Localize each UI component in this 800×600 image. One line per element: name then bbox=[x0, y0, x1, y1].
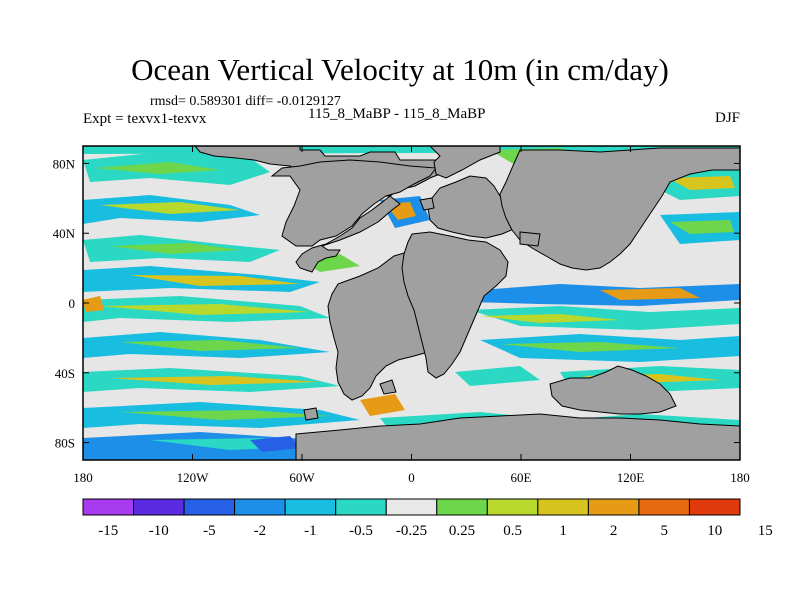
longitude-labels: 180 120W 60W 0 60E 120E 180 bbox=[73, 470, 750, 485]
colorbar-swatch bbox=[133, 498, 185, 516]
colorbar bbox=[82, 498, 741, 516]
colorbar-label: -0.25 bbox=[396, 523, 427, 539]
stats-text: rmsd= 0.589301 diff= -0.0129127 bbox=[150, 94, 341, 109]
lon-tick-label: 120E bbox=[617, 470, 645, 485]
latitude-labels: 80N 40N 0 40S 80S bbox=[53, 156, 76, 450]
colorbar-label: -1 bbox=[304, 523, 317, 539]
runs-label: 115_8_MaBP - 115_8_MaBP bbox=[308, 106, 486, 122]
lat-tick-label: 0 bbox=[69, 296, 76, 311]
experiment-label: Expt = texvx1-texvx bbox=[83, 111, 207, 127]
lat-tick-label: 80S bbox=[55, 436, 75, 451]
colorbar-swatch bbox=[82, 498, 135, 516]
colorbar-swatch bbox=[436, 498, 488, 516]
colorbar-swatch bbox=[335, 498, 387, 516]
colorbar-label: -2 bbox=[254, 523, 267, 539]
colorbar-label: -10 bbox=[149, 523, 169, 539]
season-label: DJF bbox=[714, 110, 740, 126]
colorbar-swatch bbox=[587, 498, 640, 516]
colorbar-label: -15 bbox=[98, 523, 118, 539]
colorbar-swatch bbox=[183, 498, 236, 516]
lat-tick-label: 40S bbox=[55, 366, 75, 381]
colorbar-label: 0.25 bbox=[449, 523, 475, 539]
lon-tick-label: 60W bbox=[289, 470, 315, 485]
lon-tick-label: 0 bbox=[408, 470, 415, 485]
colorbar-label: 5 bbox=[660, 523, 668, 539]
colorbar-label: 2 bbox=[610, 523, 618, 539]
lon-tick-label: 180 bbox=[730, 470, 750, 485]
colorbar-swatch bbox=[486, 498, 539, 516]
colorbar-label: 15 bbox=[758, 523, 773, 539]
axis-ticks bbox=[82, 146, 741, 460]
lon-tick-label: 180 bbox=[73, 470, 93, 485]
land-masses bbox=[194, 146, 740, 460]
colorbar-swatch bbox=[385, 498, 438, 516]
colorbar-swatch bbox=[284, 498, 337, 516]
colorbar-swatch bbox=[638, 498, 690, 516]
colorbar-label: -5 bbox=[203, 523, 216, 539]
colorbar-labels: -15 -10 -5 -2 -1 -0.5 -0.25 0.25 0.5 1 2 5 10 15 bbox=[98, 523, 773, 539]
colorbar-label: 0.5 bbox=[503, 523, 522, 539]
plot-title: Ocean Vertical Velocity at 10m (in cm/da… bbox=[131, 52, 669, 87]
colorbar-swatch bbox=[537, 498, 589, 516]
colorbar-swatch bbox=[234, 498, 286, 516]
colorbar-label: -0.5 bbox=[349, 523, 373, 539]
lon-tick-label: 120W bbox=[177, 470, 210, 485]
lat-tick-label: 80N bbox=[53, 156, 76, 171]
colorbar-label: 10 bbox=[707, 523, 722, 539]
colorbar-label: 1 bbox=[559, 523, 567, 539]
colorbar-swatch bbox=[688, 498, 741, 516]
lon-tick-label: 60E bbox=[511, 470, 532, 485]
lat-tick-label: 40N bbox=[53, 226, 76, 241]
